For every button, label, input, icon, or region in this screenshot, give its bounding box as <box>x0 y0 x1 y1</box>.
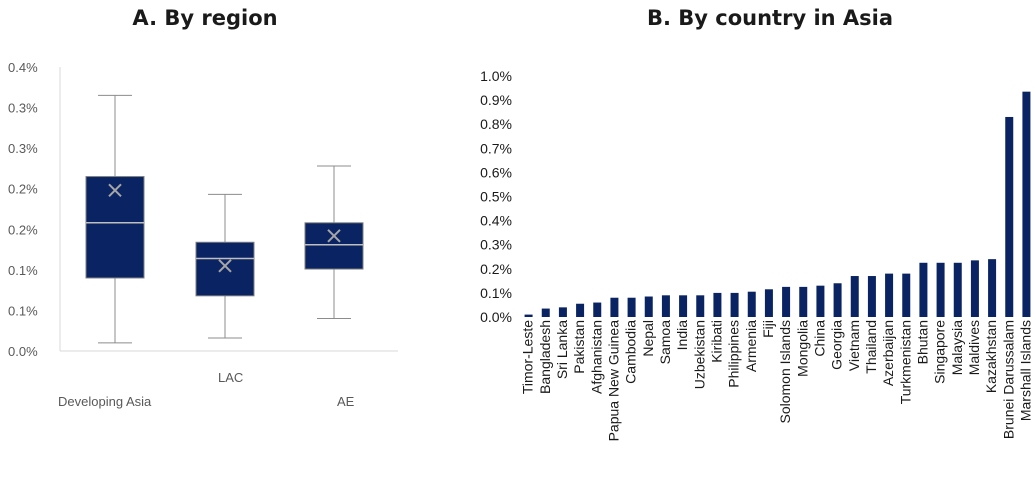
x-tick-label-b: Bhutan <box>914 320 930 364</box>
x-tick-label-b: Singapore <box>932 320 948 384</box>
y-tick-label-a: 0.3% <box>8 101 38 116</box>
y-tick-label-b: 1.0% <box>480 68 512 84</box>
y-tick-label-b: 0.6% <box>480 164 512 180</box>
x-tick-label-b: China <box>811 320 827 357</box>
bar-india <box>679 295 688 317</box>
y-tick-label-b: 0.3% <box>480 237 512 253</box>
x-tick-label-b: Sri Lanka <box>554 320 570 379</box>
bar-singapore <box>936 262 945 317</box>
x-tick-label-b: Nepal <box>640 320 656 357</box>
mean-marker <box>218 259 232 273</box>
bar-solomon-islands <box>782 286 791 317</box>
x-tick-label-b: Brunei Darussalam <box>1000 320 1016 439</box>
x-tick-label-b: Philippines <box>726 320 742 388</box>
x-tick-label-b: Papua New Guinea <box>605 320 621 442</box>
bar-kiribati <box>713 292 722 317</box>
chart-b-title: B. By country in Asia <box>646 6 894 30</box>
x-tick-label-b: Solomon Islands <box>777 320 793 424</box>
bar-cambodia <box>627 297 636 317</box>
bar-sri-lanka <box>558 307 567 317</box>
x-tick-label-b: India <box>674 320 690 351</box>
bar-vietnam <box>850 276 859 317</box>
bar-malaysia <box>953 262 962 317</box>
x-tick-label-b: Cambodia <box>623 320 639 384</box>
bar-philippines <box>730 292 739 317</box>
y-tick-label-b: 0.7% <box>480 140 512 156</box>
chart-a-title: A. By region <box>132 6 278 30</box>
bar-turkmenistan <box>902 273 911 317</box>
bar-papua-new-guinea <box>610 297 619 317</box>
y-tick-label-a: 0.1% <box>8 263 38 278</box>
x-tick-label-b: Georgia <box>829 320 845 370</box>
y-tick-label-b: 0.8% <box>480 116 512 132</box>
bar-bangladesh <box>541 308 550 317</box>
x-tick-label-b: Uzbekistan <box>691 320 707 389</box>
category-label: AE <box>337 394 355 409</box>
bar-maldives <box>970 260 979 317</box>
bar-azerbaijan <box>885 273 894 317</box>
x-tick-label-b: Kiribati <box>708 320 724 363</box>
x-tick-label-b: Maldives <box>966 320 982 375</box>
y-tick-label-b: 0.9% <box>480 92 512 108</box>
mean-marker <box>327 229 341 243</box>
x-tick-label-b: Afghanistan <box>588 320 604 394</box>
bar-thailand <box>867 276 876 317</box>
y-tick-label-a: 0.1% <box>8 303 38 318</box>
x-tick-label-b: Pakistan <box>571 320 587 374</box>
bar-afghanistan <box>593 302 602 317</box>
y-tick-label-a: 0.2% <box>8 222 38 237</box>
bar-bhutan <box>919 262 928 317</box>
x-tick-label-b: Turkmenistan <box>897 320 913 404</box>
x-tick-label-b: Samoa <box>657 320 673 365</box>
x-tick-label-b: Armenia <box>743 320 759 372</box>
bar-armenia <box>747 291 756 317</box>
x-tick-label-b: Mongolia <box>794 320 810 377</box>
box-developing-asia <box>85 176 145 279</box>
box-ae <box>304 222 364 270</box>
bar-pakistan <box>576 303 585 317</box>
x-tick-label-b: Malaysia <box>949 320 965 375</box>
bar-timor-leste <box>524 314 533 317</box>
bar-fiji <box>764 289 773 317</box>
mean-marker <box>108 183 122 198</box>
box-lac <box>195 241 255 297</box>
x-tick-label-b: Timor-Leste <box>520 320 536 394</box>
bar-brunei-darussalam <box>1005 116 1014 317</box>
bar-samoa <box>661 295 670 317</box>
bar-georgia <box>833 283 842 317</box>
y-tick-label-a: 0.2% <box>8 182 38 197</box>
bar-kazakhstan <box>988 259 997 317</box>
bar-mongolia <box>799 286 808 317</box>
y-tick-label-b: 0.4% <box>480 213 512 229</box>
x-tick-label-b: Kazakhstan <box>983 320 999 393</box>
x-tick-label-b: Azerbaijan <box>880 320 896 386</box>
x-tick-label-b: Bangladesh <box>537 320 553 394</box>
x-tick-label-b: Thailand <box>863 320 879 374</box>
x-tick-label-b: Vietnam <box>846 320 862 371</box>
bar-marshall-islands <box>1022 91 1031 317</box>
category-label: Developing Asia <box>58 394 152 409</box>
x-tick-label-b: Marshall Islands <box>1017 320 1033 421</box>
bar-uzbekistan <box>696 295 705 317</box>
bar-nepal <box>644 296 653 317</box>
y-tick-label-b: 0.0% <box>480 309 512 325</box>
y-tick-label-a: 0.3% <box>8 141 38 156</box>
y-tick-label-a: 0.4% <box>8 60 38 75</box>
y-tick-label-a: 0.0% <box>8 344 38 359</box>
category-label: LAC <box>218 370 243 385</box>
bar-china <box>816 285 825 317</box>
y-tick-label-b: 0.5% <box>480 189 512 205</box>
y-tick-label-b: 0.2% <box>480 261 512 277</box>
x-tick-label-b: Fiji <box>760 320 776 338</box>
y-tick-label-b: 0.1% <box>480 285 512 301</box>
